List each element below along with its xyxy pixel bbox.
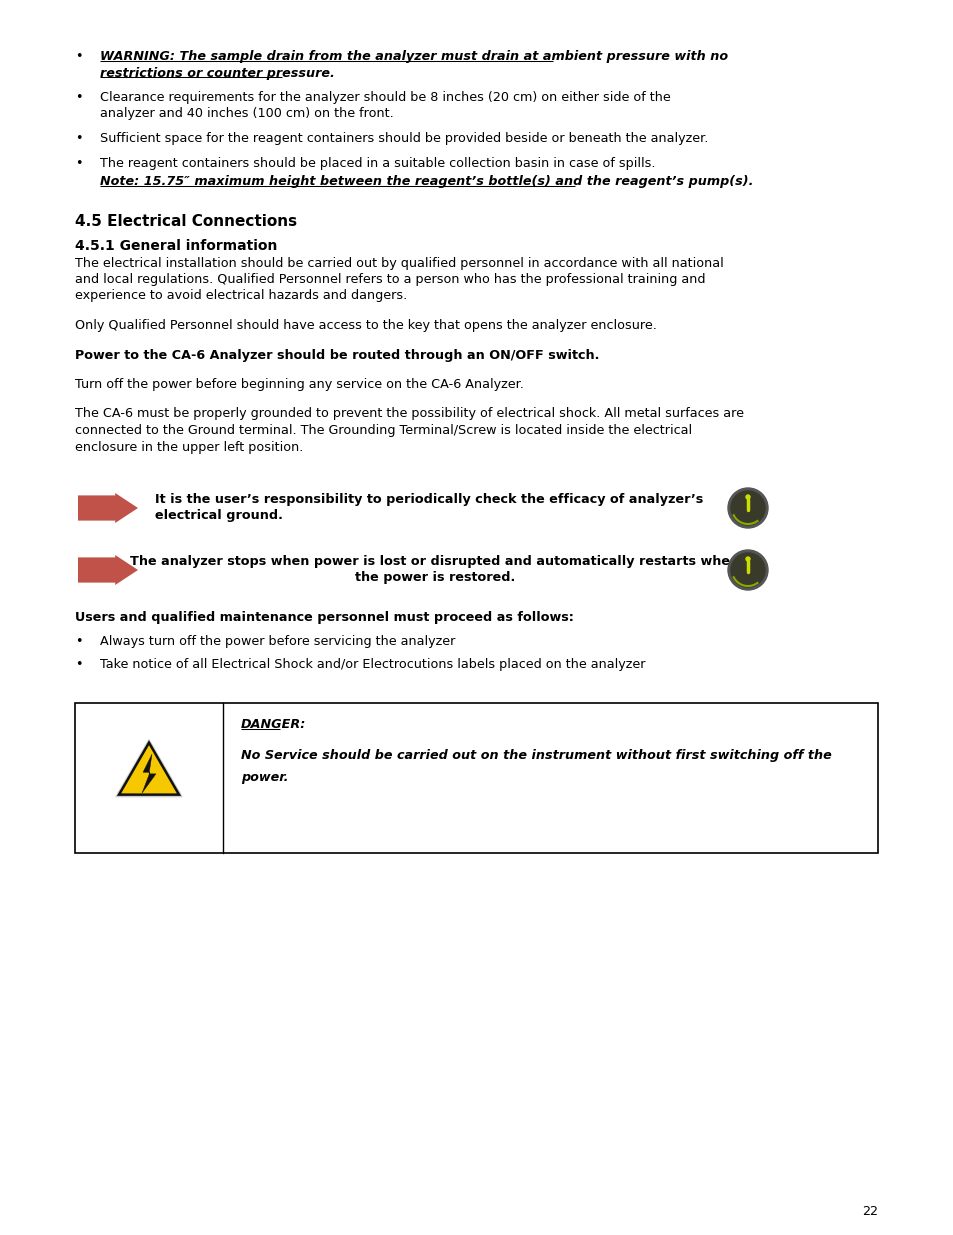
Text: •: • bbox=[75, 157, 82, 169]
Text: analyzer and 40 inches (100 cm) on the front.: analyzer and 40 inches (100 cm) on the f… bbox=[100, 107, 394, 121]
Text: electrical ground.: electrical ground. bbox=[154, 510, 283, 522]
Text: •: • bbox=[75, 636, 82, 648]
Polygon shape bbox=[78, 555, 138, 585]
Text: The electrical installation should be carried out by qualified personnel in acco: The electrical installation should be ca… bbox=[75, 257, 723, 269]
Text: The CA-6 must be properly grounded to prevent the possibility of electrical shoc: The CA-6 must be properly grounded to pr… bbox=[75, 408, 743, 420]
Text: Note: 15.75″ maximum height between the reagent’s bottle(s) and the reagent’s pu: Note: 15.75″ maximum height between the … bbox=[100, 175, 753, 188]
Text: It is the user’s responsibility to periodically check the efficacy of analyzer’s: It is the user’s responsibility to perio… bbox=[154, 493, 702, 506]
Text: restrictions or counter pressure.: restrictions or counter pressure. bbox=[100, 67, 335, 79]
Text: The analyzer stops when power is lost or disrupted and automatically restarts wh: The analyzer stops when power is lost or… bbox=[131, 555, 739, 568]
Text: Sufficient space for the reagent containers should be provided beside or beneath: Sufficient space for the reagent contain… bbox=[100, 132, 708, 144]
Polygon shape bbox=[78, 493, 138, 522]
Circle shape bbox=[727, 488, 767, 529]
Text: DANGER:: DANGER: bbox=[241, 719, 306, 731]
Text: 4.5 Electrical Connections: 4.5 Electrical Connections bbox=[75, 214, 296, 228]
Text: Turn off the power before beginning any service on the CA-6 Analyzer.: Turn off the power before beginning any … bbox=[75, 378, 523, 391]
Text: Clearance requirements for the analyzer should be 8 inches (20 cm) on either sid: Clearance requirements for the analyzer … bbox=[100, 91, 670, 104]
Circle shape bbox=[745, 557, 749, 561]
Text: connected to the Ground terminal. The Grounding Terminal/Screw is located inside: connected to the Ground terminal. The Gr… bbox=[75, 424, 691, 437]
Text: The reagent containers should be placed in a suitable collection basin in case o: The reagent containers should be placed … bbox=[100, 157, 655, 169]
Text: power.: power. bbox=[241, 772, 288, 784]
Circle shape bbox=[745, 495, 749, 499]
Text: 22: 22 bbox=[862, 1205, 877, 1218]
Polygon shape bbox=[116, 740, 182, 797]
Text: enclosure in the upper left position.: enclosure in the upper left position. bbox=[75, 441, 303, 453]
Text: •: • bbox=[75, 132, 82, 144]
Circle shape bbox=[730, 492, 764, 525]
Text: the power is restored.: the power is restored. bbox=[355, 572, 515, 584]
Text: experience to avoid electrical hazards and dangers.: experience to avoid electrical hazards a… bbox=[75, 289, 407, 303]
Circle shape bbox=[730, 553, 764, 587]
Text: Take notice of all Electrical Shock and/or Electrocutions labels placed on the a: Take notice of all Electrical Shock and/… bbox=[100, 658, 645, 671]
Text: •: • bbox=[75, 658, 82, 671]
Text: Users and qualified maintenance personnel must proceed as follows:: Users and qualified maintenance personne… bbox=[75, 611, 574, 624]
Text: •: • bbox=[75, 91, 82, 104]
Text: WARNING: The sample drain from the analyzer must drain at ambient pressure with : WARNING: The sample drain from the analy… bbox=[100, 49, 727, 63]
Polygon shape bbox=[119, 742, 179, 794]
Text: 4.5.1 General information: 4.5.1 General information bbox=[75, 240, 277, 253]
Text: •: • bbox=[75, 49, 82, 63]
Bar bbox=[75, 703, 877, 852]
Text: No Service should be carried out on the instrument without first switching off t: No Service should be carried out on the … bbox=[241, 748, 831, 762]
Polygon shape bbox=[142, 755, 156, 793]
Text: Power to the CA-6 Analyzer should be routed through an ON/OFF switch.: Power to the CA-6 Analyzer should be rou… bbox=[75, 348, 598, 362]
Circle shape bbox=[727, 550, 767, 590]
Text: Only Qualified Personnel should have access to the key that opens the analyzer e: Only Qualified Personnel should have acc… bbox=[75, 319, 657, 332]
Text: and local regulations. Qualified Personnel refers to a person who has the profes: and local regulations. Qualified Personn… bbox=[75, 273, 705, 287]
Text: Always turn off the power before servicing the analyzer: Always turn off the power before servici… bbox=[100, 636, 455, 648]
